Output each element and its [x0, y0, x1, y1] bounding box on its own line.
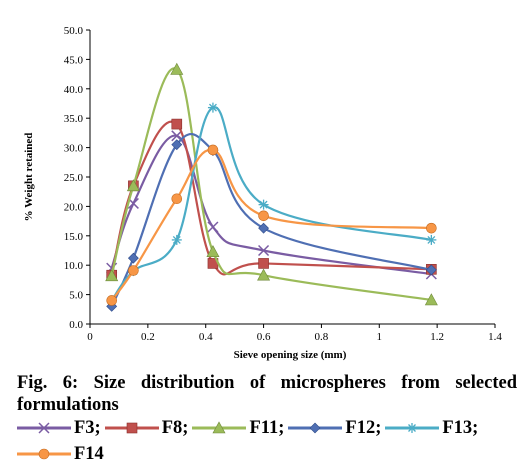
legend-swatch	[17, 422, 71, 434]
x-tick-label: 0.2	[141, 331, 155, 343]
y-tick-label: 50.0	[64, 25, 84, 37]
data-point	[207, 221, 219, 233]
legend-swatch	[385, 423, 440, 433]
data-point	[207, 144, 219, 156]
legend-item-f3: F3;	[17, 416, 101, 440]
y-tick-label: 25.0	[64, 172, 84, 184]
data-point	[425, 264, 437, 276]
y-tick-label: 0.0	[69, 319, 83, 331]
x-axis-title: Sieve opening size (mm)	[234, 349, 347, 361]
series-f11	[105, 62, 438, 306]
data-point	[212, 421, 226, 434]
series-line	[110, 132, 432, 307]
legend-swatch	[17, 448, 71, 460]
y-tick-label: 10.0	[64, 260, 84, 272]
y-tick-label: 30.0	[64, 143, 84, 155]
legend-item-f14: F14	[17, 442, 104, 466]
data-point	[258, 222, 269, 234]
data-point	[127, 252, 139, 264]
legend-label: F11;	[249, 418, 285, 438]
data-point	[426, 234, 437, 245]
axes: 0.0 5.0 10.0 15.0 20.0 25.0 30.0 35.0 40.0 45.0 50…	[64, 25, 503, 343]
data-point	[105, 269, 119, 282]
series-f14	[106, 144, 437, 306]
y-axis-title: % Weight retained	[23, 133, 35, 222]
data-point	[257, 268, 271, 281]
legend-item-f13: F13;	[385, 416, 478, 440]
x-tick-label: 1.4	[488, 331, 502, 343]
legend-item-f11: F11;	[192, 416, 284, 440]
y-tick-label: 45.0	[64, 54, 84, 66]
legend-item-f12: F12;	[288, 416, 381, 440]
x-tick-label: 1.2	[430, 331, 444, 343]
x-tick-label: 0	[87, 331, 93, 343]
x-tick-label: 0.8	[315, 331, 329, 343]
data-point	[309, 422, 321, 434]
legend-label: F13;	[442, 418, 479, 438]
y-tick-label: 20.0	[64, 201, 84, 213]
x-tick-label: 0.4	[199, 331, 213, 343]
legend-label: F8;	[161, 418, 189, 438]
figure-caption: Fig. 6: Size distribution of microsphere…	[17, 373, 517, 415]
data-point	[258, 244, 270, 257]
legend: F3; F8; F11; F12; F13; F14	[17, 416, 522, 468]
data-point	[38, 448, 50, 460]
data-point	[170, 62, 184, 75]
data-point	[126, 422, 138, 434]
chart: 0.0 5.0 10.0 15.0 20.0 25.0 30.0 35.0 40.0 45.0 50…	[23, 25, 503, 361]
data-point	[258, 199, 269, 210]
legend-item-f8: F8;	[104, 416, 189, 440]
y-tick-label: 40.0	[64, 84, 84, 96]
data-point	[171, 193, 183, 205]
series-layer	[105, 62, 438, 312]
data-point	[407, 423, 418, 433]
data-point	[258, 210, 269, 222]
data-point	[171, 118, 183, 130]
data-point	[207, 102, 218, 113]
legend-label: F12;	[345, 418, 382, 438]
legend-label: F14	[74, 444, 104, 464]
data-point	[258, 258, 269, 269]
data-point	[424, 293, 438, 306]
data-point	[106, 295, 117, 306]
data-point	[126, 179, 140, 192]
y-tick-label: 15.0	[64, 231, 84, 243]
legend-label: F3;	[74, 418, 101, 438]
legend-swatch	[288, 422, 343, 434]
x-tick-label: 0.6	[257, 331, 271, 343]
series-f13	[106, 102, 437, 306]
y-tick-label: 35.0	[64, 113, 84, 125]
series-f12	[106, 132, 437, 312]
data-point	[426, 222, 437, 234]
data-point	[128, 265, 139, 276]
data-point	[171, 139, 183, 151]
series-line	[110, 106, 432, 302]
data-point	[38, 422, 50, 434]
series-line	[110, 134, 432, 276]
legend-swatch	[104, 422, 159, 434]
x-tick-label: 1	[377, 331, 383, 343]
y-tick-label: 5.0	[69, 290, 83, 302]
series-f3	[106, 130, 437, 280]
data-point	[171, 234, 182, 245]
series-f8	[106, 118, 437, 281]
data-point	[206, 245, 220, 257]
legend-swatch	[192, 421, 247, 434]
